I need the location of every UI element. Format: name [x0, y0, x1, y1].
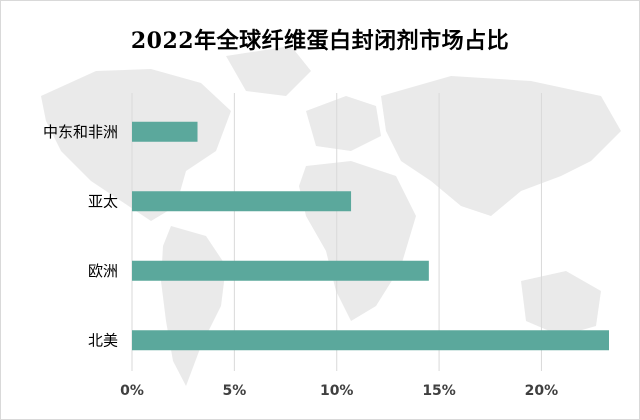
chart-title: 2022年全球纤维蛋白封闭剂市场占比	[130, 28, 510, 54]
x-tick-label: 15%	[422, 383, 456, 399]
x-tick-label: 20%	[525, 383, 559, 399]
x-tick-label: 0%	[120, 383, 144, 399]
bar	[132, 191, 352, 212]
bar	[132, 330, 609, 351]
bars	[132, 121, 609, 351]
bar	[132, 260, 429, 281]
x-tick-labels: 0% 5% 10% 15% 20%	[120, 383, 558, 399]
x-tick-label: 5%	[222, 383, 246, 399]
category-label: 北美	[88, 331, 118, 349]
category-label: 欧洲	[88, 262, 118, 280]
category-label: 中东和非洲	[43, 123, 118, 141]
x-tick-label: 10%	[320, 383, 354, 399]
category-label: 亚太	[88, 192, 118, 210]
bar	[132, 121, 198, 142]
